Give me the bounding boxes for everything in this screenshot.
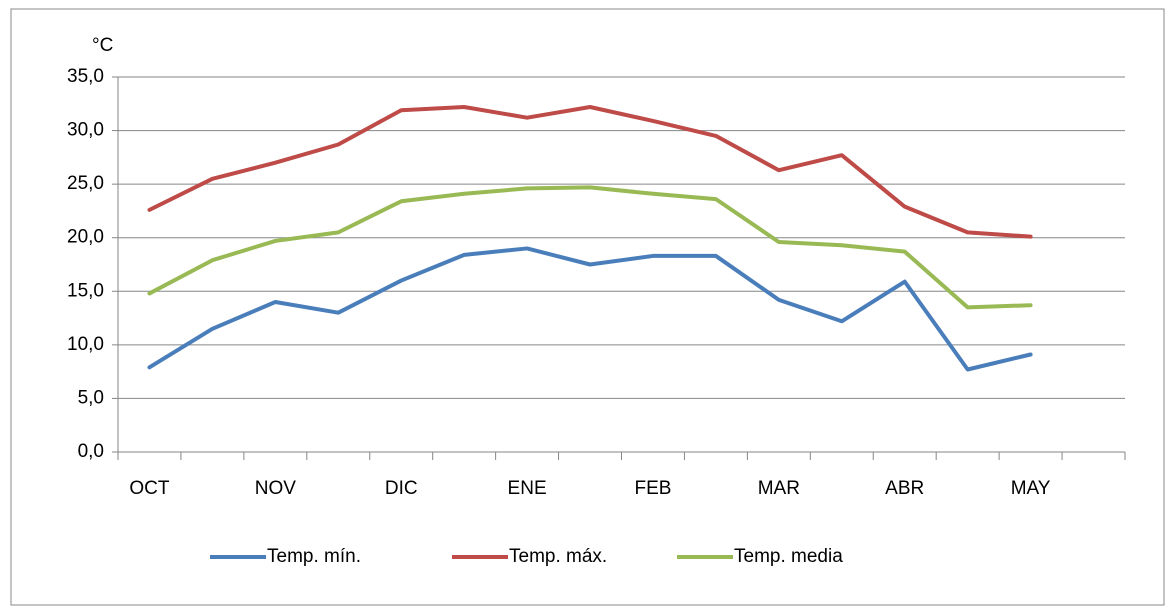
x-tick-label: ENE xyxy=(508,478,547,499)
legend-label: Temp. máx. xyxy=(509,546,607,567)
x-tick-label: DIC xyxy=(385,478,418,499)
y-tick-label: 15,0 xyxy=(67,280,104,301)
legend-label: Temp. mín. xyxy=(267,546,361,567)
data-line xyxy=(147,185,1033,310)
data-line xyxy=(147,246,1033,372)
x-tick-label: NOV xyxy=(255,478,297,499)
x-tick-label: FEB xyxy=(634,478,671,499)
x-tick-label: ABR xyxy=(885,478,924,499)
y-tick-label: 25,0 xyxy=(67,173,104,194)
x-tick-label: MAR xyxy=(758,478,800,499)
y-tick-label: 35,0 xyxy=(67,66,104,87)
y-tick-label: 5,0 xyxy=(78,387,104,408)
data-line xyxy=(147,105,1033,239)
y-axis-label: °C xyxy=(92,35,113,56)
x-tick-label: OCT xyxy=(129,478,170,499)
y-tick-label: 20,0 xyxy=(67,227,104,248)
x-tick-label: MAY xyxy=(1011,478,1051,499)
y-tick-label: 0,0 xyxy=(78,441,104,462)
legend-label: Temp. media xyxy=(734,546,843,567)
y-tick-label: 10,0 xyxy=(67,334,104,355)
y-tick-label: 30,0 xyxy=(67,120,104,141)
